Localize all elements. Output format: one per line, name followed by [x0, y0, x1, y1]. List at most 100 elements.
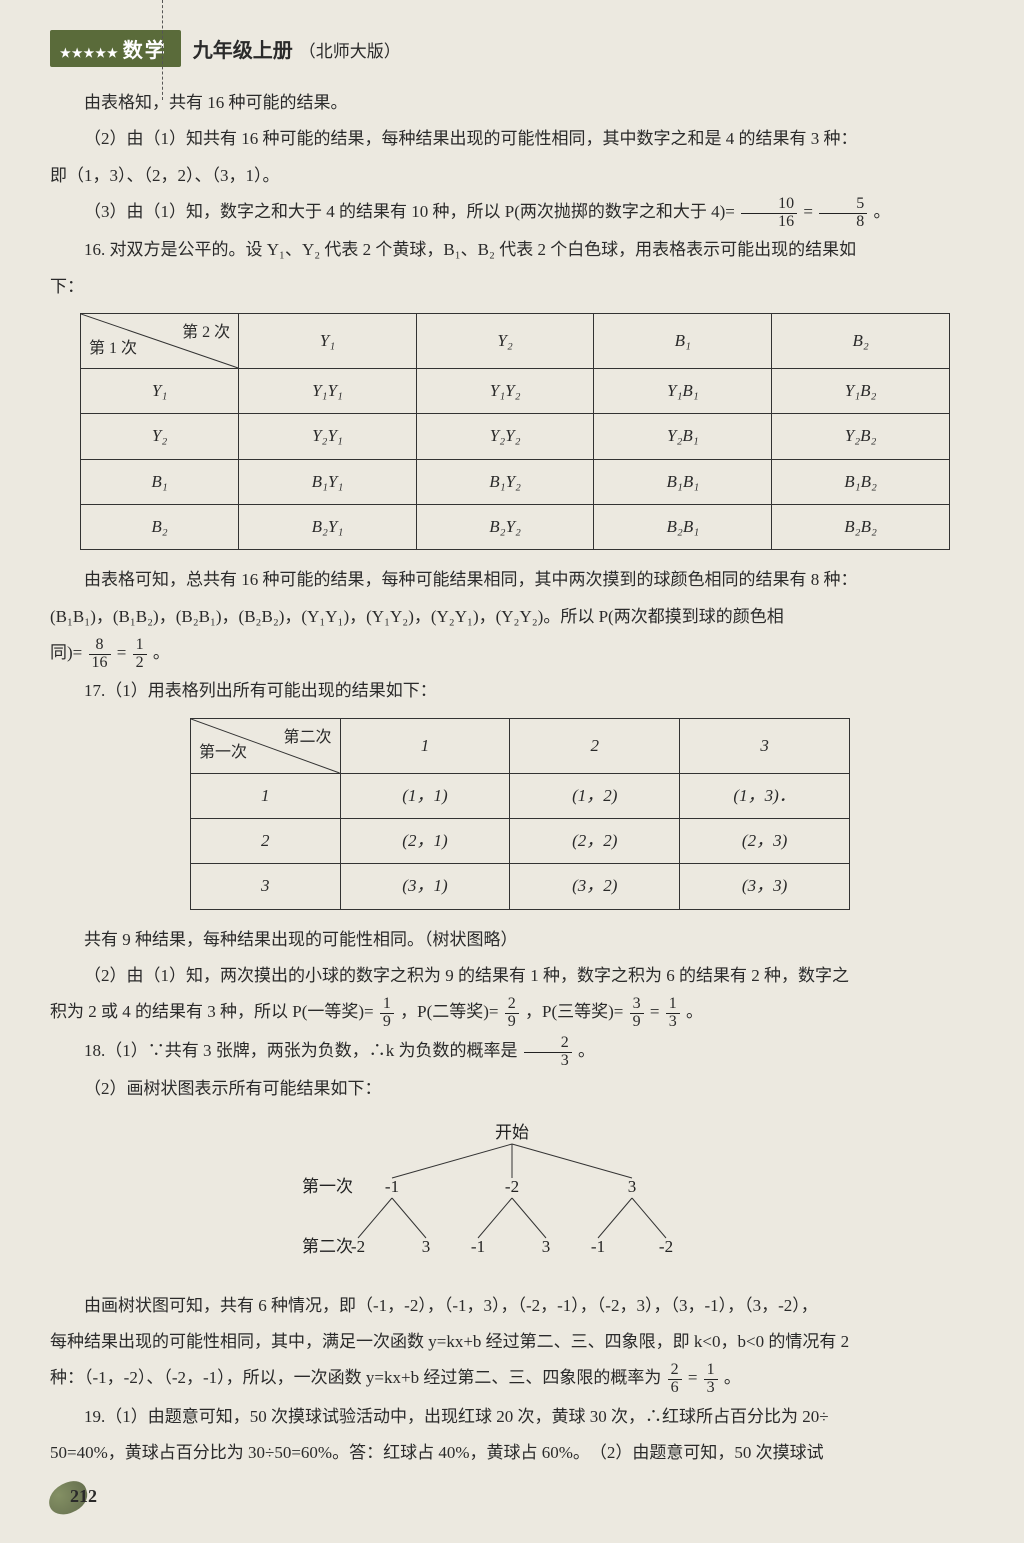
fraction-num: 1 [666, 996, 680, 1014]
table-cell: (2，2) [510, 819, 680, 864]
text: （3）由（1）知，数字之和大于 4 的结果有 10 种，所以 P(两次抛掷的数字… [84, 202, 735, 221]
table-col-header: Y₂ [416, 314, 594, 369]
table-row-header: B₂ [81, 504, 239, 549]
fraction: 58 [819, 196, 867, 231]
vertical-dash-divider [162, 0, 163, 100]
diag-bot-label: 第 1 次 [89, 334, 137, 364]
table-diag-header: 第二次第一次 [191, 718, 341, 773]
badge-stars: ★★★★★ [60, 46, 119, 60]
table-cell: Y₂Y₁ [239, 414, 417, 459]
fraction-den: 16 [741, 214, 797, 231]
fraction: 12 [133, 637, 147, 672]
fraction-num: 1 [704, 1362, 718, 1380]
page-header: ★★★★★ 数学 九年级上册 （北师大版） [50, 30, 974, 67]
fraction-num: 2 [524, 1035, 572, 1053]
table-cell: Y₁B₁ [594, 369, 772, 414]
paragraph: 由表格可知，总共有 16 种可能的结果，每种可能结果相同，其中两次摸到的球颜色相… [50, 564, 974, 596]
fraction-num: 10 [741, 196, 797, 214]
text: 同)= [50, 643, 82, 662]
fraction-den: 9 [380, 1014, 394, 1031]
table-cell: Y₂B₂ [772, 414, 950, 459]
paragraph: 种：（-1，-2）、（-2，-1），所以，一次函数 y=kx+b 经过第二、三、… [50, 1362, 974, 1397]
table-col-header: B₂ [772, 314, 950, 369]
svg-text:-1: -1 [471, 1237, 485, 1256]
paragraph: 每种结果出现的可能性相同，其中，满足一次函数 y=kx+b 经过第二、三、四象限… [50, 1326, 974, 1358]
tree-svg: 开始-1-23第一次第二次-23-13-1-2 [232, 1122, 792, 1272]
table-cell: B₂Y₁ [239, 504, 417, 549]
table-cell: (1，2) [510, 773, 680, 818]
table-cell: (2，1) [340, 819, 510, 864]
paragraph: （2）画树状图表示所有可能结果如下： [50, 1073, 974, 1105]
fraction-den: 9 [630, 1014, 644, 1031]
paragraph: 19.（1）由题意可知，50 次摸球试验活动中，出现红球 20 次，黄球 30 … [50, 1401, 974, 1433]
table-row-header: Y₁ [81, 369, 239, 414]
fraction: 26 [668, 1362, 682, 1397]
tree-diagram: 开始-1-23第一次第二次-23-13-1-2 [50, 1122, 974, 1272]
fraction-den: 6 [668, 1380, 682, 1397]
svg-text:3: 3 [422, 1237, 431, 1256]
fraction-num: 1 [133, 637, 147, 655]
table-row-header: B₁ [81, 459, 239, 504]
svg-text:第二次: 第二次 [302, 1237, 353, 1256]
table-cell: B₁Y₁ [239, 459, 417, 504]
outcome-table-1: 第 2 次第 1 次Y₁Y₂B₁B₂Y₁Y₁Y₁Y₁Y₂Y₁B₁Y₁B₂Y₂Y₂… [80, 313, 950, 550]
grade-label: 九年级上册 [193, 34, 293, 63]
badge-subject: 数学 [123, 40, 167, 62]
paragraph: 由表格知，共有 16 种可能的结果。 [50, 87, 974, 119]
page-number: 212 [70, 1486, 97, 1507]
fraction-den: 3 [666, 1014, 680, 1031]
paragraph: 由画树状图可知，共有 6 种情况，即（-1，-2），（-1，3），（-2，-1）… [50, 1290, 974, 1322]
table-cell: Y₁Y₂ [416, 369, 594, 414]
table-cell: (3，3) [680, 864, 850, 909]
paragraph: 50=40%，黄球占百分比为 30÷50=60%。答：红球占 40%，黄球占 6… [50, 1437, 974, 1469]
paragraph: 18.（1）∵共有 3 张牌，两张为负数，∴k 为负数的概率是 23 。 [50, 1035, 974, 1070]
svg-text:-1: -1 [385, 1177, 399, 1196]
fraction-den: 3 [704, 1380, 718, 1397]
text: ，P(三等奖)= [525, 1002, 623, 1021]
fraction: 13 [704, 1362, 718, 1397]
table-cell: (1，3)． [680, 773, 850, 818]
paragraph: （2）由（1）知，两次摸出的小球的数字之积为 9 的结果有 1 种，数字之积为 … [50, 960, 974, 992]
fraction-num: 2 [668, 1362, 682, 1380]
fraction: 29 [505, 996, 519, 1031]
table-row-header: 2 [191, 819, 341, 864]
fraction-den: 8 [819, 214, 867, 231]
paragraph: 同)= 816 = 12 。 [50, 637, 974, 672]
table-cell: B₁B₂ [772, 459, 950, 504]
svg-text:第一次: 第一次 [302, 1177, 353, 1196]
fraction-den: 9 [505, 1014, 519, 1031]
text: 。 [724, 1369, 741, 1388]
paragraph: 积为 2 或 4 的结果有 3 种，所以 P(一等奖)= 19 ，P(二等奖)=… [50, 996, 974, 1031]
table-cell: B₁Y₂ [416, 459, 594, 504]
fraction: 19 [380, 996, 394, 1031]
fraction-num: 8 [89, 637, 111, 655]
body-content: 由表格知，共有 16 种可能的结果。 （2）由（1）知共有 16 种可能的结果，… [50, 87, 974, 1470]
table-col-header: 2 [510, 718, 680, 773]
text: 种：（-1，-2）、（-2，-1），所以，一次函数 y=kx+b 经过第二、三、… [50, 1369, 661, 1388]
table-cell: B₁B₁ [594, 459, 772, 504]
table-col-header: B₁ [594, 314, 772, 369]
table-cell: B₂B₂ [772, 504, 950, 549]
table-col-header: 1 [340, 718, 510, 773]
svg-text:-2: -2 [351, 1237, 365, 1256]
svg-text:-2: -2 [505, 1177, 519, 1196]
table-row-header: 3 [191, 864, 341, 909]
outcome-table-2: 第二次第一次1231(1，1)(1，2)(1，3)．2(2，1)(2，2)(2，… [190, 718, 850, 910]
table-col-header: Y₁ [239, 314, 417, 369]
fraction: 39 [630, 996, 644, 1031]
svg-text:-2: -2 [659, 1237, 673, 1256]
table-cell: Y₁Y₁ [239, 369, 417, 414]
publisher-label: （北师大版） [299, 37, 401, 62]
fraction-num: 3 [630, 996, 644, 1014]
table-cell: B₂B₁ [594, 504, 772, 549]
table-row-header: 1 [191, 773, 341, 818]
table-diag-header: 第 2 次第 1 次 [81, 314, 239, 369]
paragraph: （2）由（1）知共有 16 种可能的结果，每种结果出现的可能性相同，其中数字之和… [50, 123, 974, 155]
fraction-num: 2 [505, 996, 519, 1014]
fraction: 1016 [741, 196, 797, 231]
text: ，P(二等奖)= [400, 1002, 498, 1021]
text: 。 [873, 202, 890, 221]
diag-top-label: 第二次 [284, 723, 332, 753]
paragraph: 即（1，3）、（2，2）、（3，1）。 [50, 160, 974, 192]
paragraph: 16. 对双方是公平的。设 Y₁、Y₂ 代表 2 个黄球，B₁、B₂ 代表 2 … [50, 234, 974, 266]
